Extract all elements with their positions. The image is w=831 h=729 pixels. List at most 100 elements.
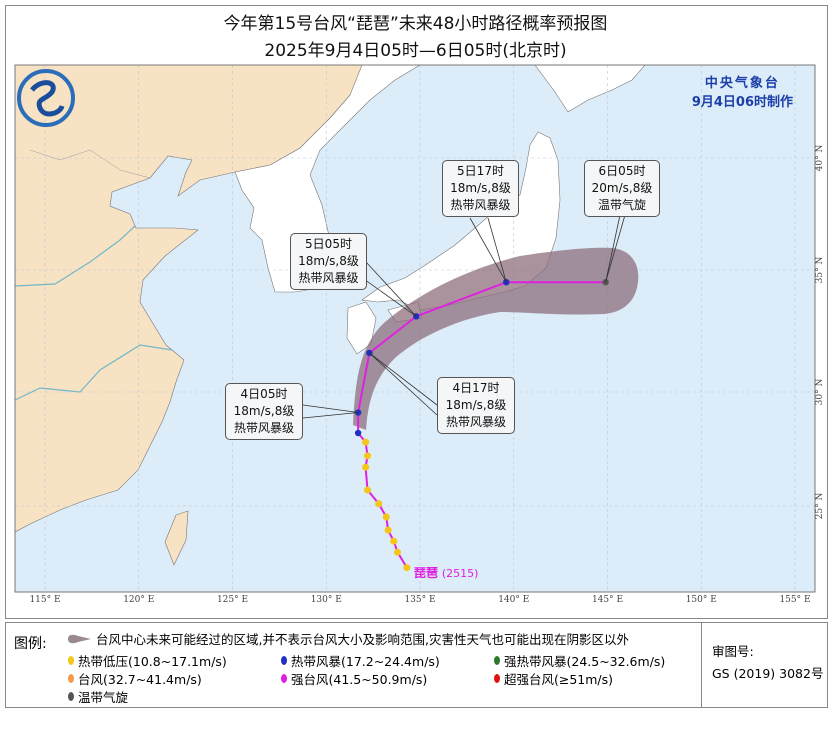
callout-wind: 18m/s,8级 <box>445 398 507 412</box>
track-point <box>354 429 362 437</box>
lat-tick-label: 40° N <box>815 145 825 172</box>
track-point <box>364 486 371 494</box>
graticule <box>15 65 815 592</box>
approval-block: 审图号: GS (2019) 3082号 <box>701 623 827 707</box>
cma-logo <box>17 69 75 127</box>
issuer-block: 中央气象台 9月4日06时制作 <box>692 74 793 112</box>
typhoon-symbol-icon <box>68 656 74 665</box>
callout-5d17: 5日17时 18m/s,8级 热带风暴级 <box>442 160 519 217</box>
callout-wind: 18m/s,8级 <box>450 181 511 195</box>
legend-label: 图例: <box>14 636 47 652</box>
land-china <box>15 65 363 533</box>
lon-tick-label: 150° E <box>686 595 717 605</box>
callout-category: 热带风暴级 <box>450 198 511 212</box>
typhoon-symbol-icon <box>494 656 500 665</box>
map-subtitle: 2025年9月4日05时—6日05时(北京时) <box>264 41 567 61</box>
track-point <box>384 526 392 534</box>
callout-4d05: 4日05时 18m/s,8级 热带风暴级 <box>225 383 303 440</box>
callout-6d05: 6日05时 20m/s,8级 温带气旋 <box>584 160 660 217</box>
issue-time: 9月4日06时制作 <box>691 95 793 110</box>
legend-item-sts: 强热带风暴(24.5~32.6m/s) <box>494 651 665 670</box>
legend-text: 热带风暴(17.2~24.4m/s) <box>291 654 440 669</box>
callout-5d05: 5日05时 18m/s,8级 热带风暴级 <box>290 233 367 290</box>
lat-tick-label: 30° N <box>815 379 825 406</box>
callout-wind: 18m/s,8级 <box>298 254 359 268</box>
river-yellow <box>15 225 136 287</box>
lat-tick-label: 35° N <box>815 257 825 284</box>
lon-tick-label: 135° E <box>404 595 435 605</box>
province-borders <box>29 149 151 179</box>
legend-cone: 台风中心未来可能经过的区域,并不表示台风大小及影响范围,灾害性天气也可能出现在阴… <box>66 629 629 648</box>
legend-text: 温带气旋 <box>78 690 129 705</box>
legend-item-td: 热带低压(10.8~17.1m/s) <box>68 651 227 670</box>
typhoon-symbol-icon <box>494 674 500 683</box>
land-taiwan <box>164 510 189 566</box>
callout-time: 6日05时 <box>598 164 646 178</box>
track-point <box>362 463 370 471</box>
typhoon-label: 琵琶 (2515) <box>414 564 478 581</box>
legend-text: 强热带风暴(24.5~32.6m/s) <box>504 654 666 669</box>
track-point <box>375 500 383 508</box>
lon-tick-label: 125° E <box>217 595 248 605</box>
legend-item-superty: 超强台风(≥51m/s) <box>494 669 613 688</box>
callout-time: 4日05时 <box>240 387 288 401</box>
track-point <box>364 452 371 460</box>
map-title: 今年第15号台风“琵琶”未来48小时路径概率预报图 <box>223 14 608 34</box>
legend-item-sty: 强台风(41.5~50.9m/s) <box>281 669 427 688</box>
issuer-name: 中央气象台 <box>704 76 780 91</box>
lon-tick-label: 140° E <box>498 595 529 605</box>
lon-tick-label: 115° E <box>29 595 60 605</box>
lat-tick-label: 25° N <box>815 493 825 520</box>
leader-line <box>469 217 507 283</box>
map-canvas: 115° E 120° E 125° E 130° E 135° E 140° E 145°… <box>14 64 825 605</box>
legend-text: 强台风(41.5~50.9m/s) <box>291 672 428 687</box>
callout-wind: 18m/s,8级 <box>233 404 295 418</box>
leader-line <box>302 412 359 419</box>
callout-category: 热带风暴级 <box>445 415 506 429</box>
lon-tick-label: 120° E <box>123 595 154 605</box>
typhoon-symbol-icon <box>281 674 287 683</box>
typhoon-track <box>354 279 609 572</box>
legend: 图例: 台风中心未来可能经过的区域,并不表示台风大小及影响范围,灾害性天气也可能… <box>5 622 828 708</box>
callout-category: 温带气旋 <box>597 198 646 212</box>
cone-swatch-icon <box>68 634 91 643</box>
leader-line <box>605 214 621 283</box>
track-point <box>362 438 370 446</box>
callout-time: 5日17时 <box>457 164 504 178</box>
axis-labels: 115° E 120° E 125° E 130° E 135° E 140° E 145°… <box>29 145 825 605</box>
probability-cone <box>353 247 639 430</box>
lon-tick-label: 130° E <box>311 595 342 605</box>
leader-line <box>369 352 438 406</box>
callout-category: 热带风暴级 <box>233 421 294 435</box>
leader-line <box>605 214 626 283</box>
callout-time: 4日17时 <box>452 381 500 395</box>
approval-label: 审图号: <box>712 644 754 659</box>
callout-wind: 20m/s,8级 <box>591 181 653 195</box>
typhoon-symbol-icon <box>68 692 74 701</box>
track-point <box>382 513 390 521</box>
legend-text: 热带低压(10.8~17.1m/s) <box>78 654 227 669</box>
callout-category: 热带风暴级 <box>298 271 359 285</box>
typhoon-name: 琵琶 <box>414 566 439 580</box>
leader-line <box>365 261 417 317</box>
legend-text: 超强台风(≥51m/s) <box>504 672 614 687</box>
approval-number: GS (2019) 3082号 <box>712 666 824 681</box>
legend-text: 台风(32.7~41.4m/s) <box>78 672 202 687</box>
typhoon-symbol-icon <box>68 674 74 683</box>
leader-line <box>302 404 359 413</box>
lon-tick-label: 145° E <box>592 595 623 605</box>
legend-item-ec: 温带气旋 <box>68 687 128 706</box>
legend-item-ty: 台风(32.7~41.4m/s) <box>68 669 202 688</box>
typhoon-symbol-icon <box>281 656 287 665</box>
land-hokkaido <box>534 65 646 113</box>
map-frame <box>14 64 816 593</box>
callout-time: 5日05时 <box>305 237 352 251</box>
figure-frame <box>5 5 828 619</box>
legend-cone-text: 台风中心未来可能经过的区域,并不表示台风大小及影响范围,灾害性天气也可能出现在阴… <box>96 632 629 647</box>
leader-line <box>369 352 438 416</box>
lon-tick-label: 155° E <box>779 595 810 605</box>
legend-item-ts: 热带风暴(17.2~24.4m/s) <box>281 651 440 670</box>
typhoon-code: (2515) <box>441 567 479 580</box>
track-point <box>390 537 398 545</box>
